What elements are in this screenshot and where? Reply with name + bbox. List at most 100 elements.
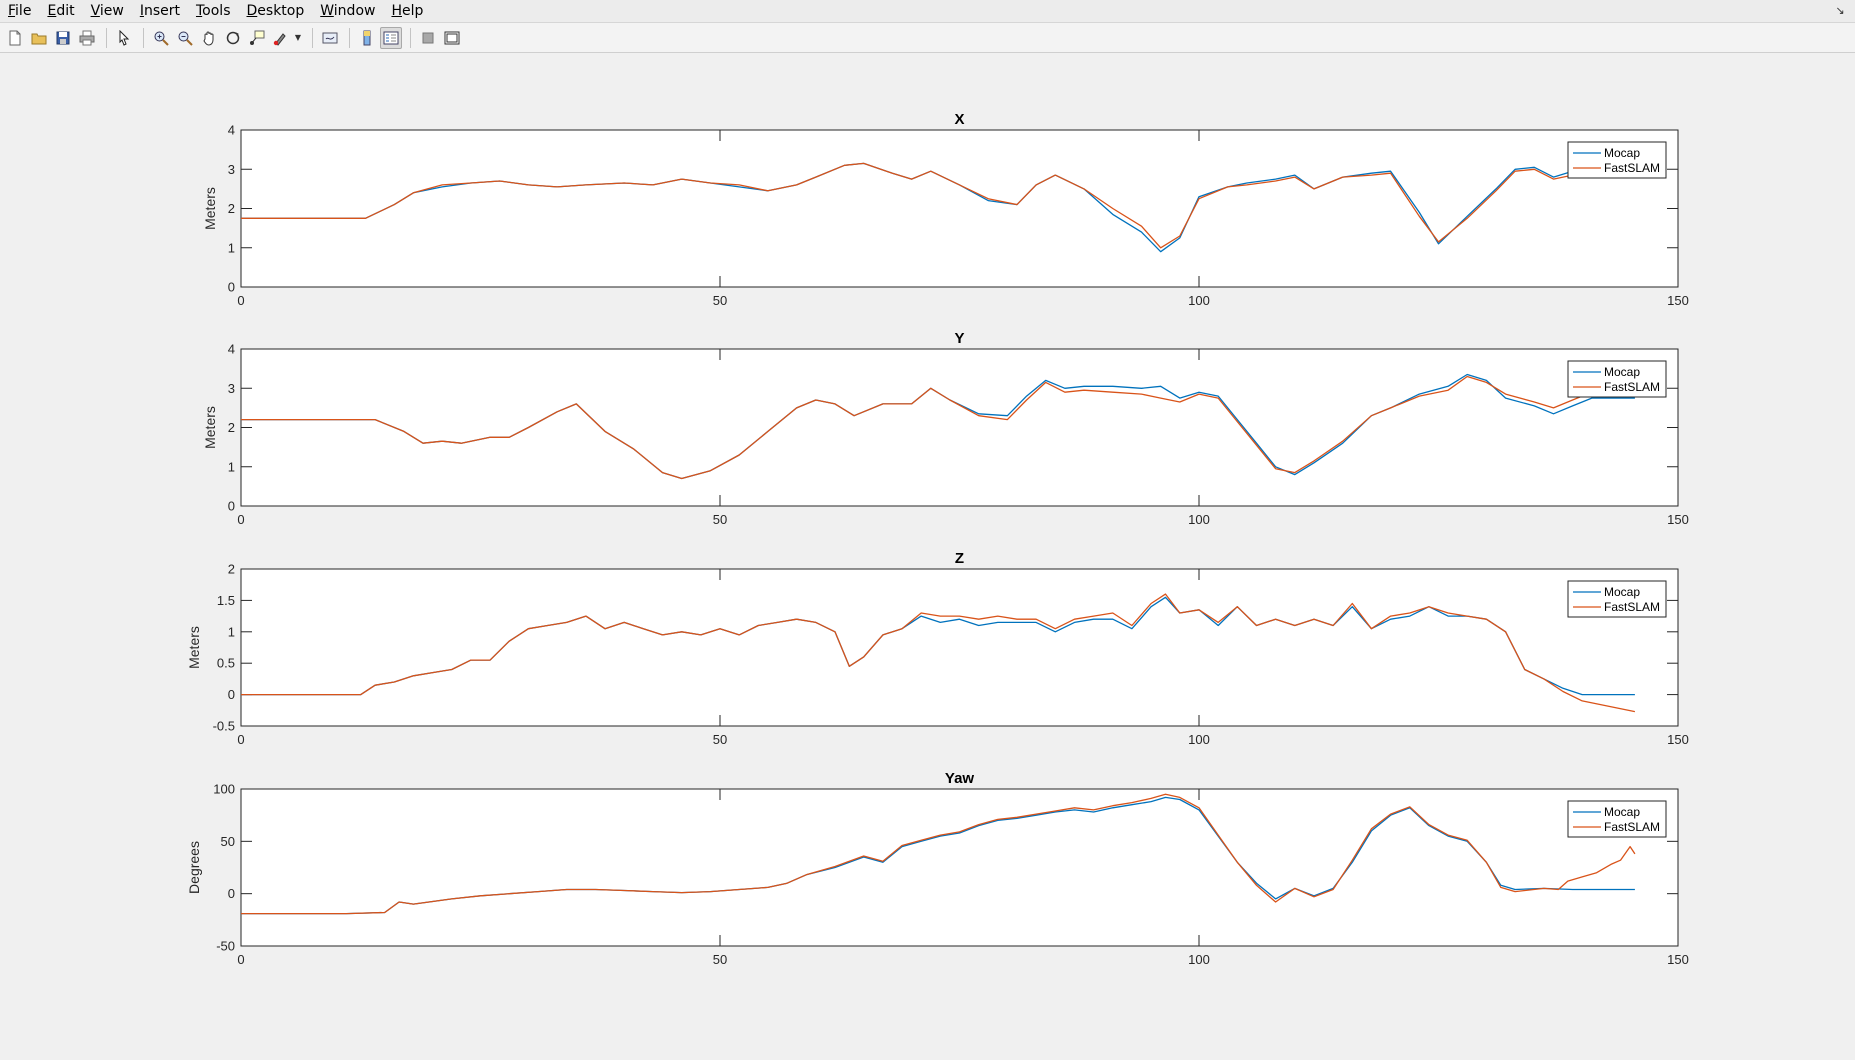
legend-box (1567, 800, 1667, 838)
legend-label-fastslam: FastSLAM (1604, 380, 1660, 394)
show-plot-tools-icon[interactable] (441, 27, 463, 49)
x-tick-label: 100 (1188, 512, 1210, 527)
y-tick-label: 4 (228, 342, 235, 357)
legend-label-mocap: Mocap (1604, 585, 1640, 599)
y-tick-label: 0 (228, 687, 235, 702)
y-axis-label: Meters (202, 406, 218, 449)
menu-insert[interactable]: Insert (139, 3, 180, 19)
y-axis-label: Meters (202, 187, 218, 230)
x-tick-label: 100 (1188, 293, 1210, 308)
menu-window[interactable]: Window (320, 3, 376, 19)
save-icon[interactable] (52, 27, 74, 49)
y-tick-label: -50 (216, 939, 235, 954)
menu-tools[interactable]: Tools (195, 3, 231, 19)
series-line-fastslam (241, 160, 1635, 249)
link-plot-icon[interactable] (319, 27, 341, 49)
print-icon[interactable] (76, 27, 98, 49)
data-cursor-icon[interactable] (246, 27, 268, 49)
x-tick-label: 150 (1667, 293, 1689, 308)
x-tick-label: 100 (1188, 732, 1210, 747)
new-figure-icon[interactable] (4, 27, 26, 49)
undock-icon[interactable]: ↘ (1835, 4, 1845, 17)
axes-box (240, 788, 1679, 947)
toolbar-separator (312, 27, 313, 48)
axes-title: X (954, 111, 964, 128)
figure-toolbar: ▼ (0, 23, 1855, 53)
menu-view[interactable]: View (90, 3, 124, 19)
legend-label-mocap: Mocap (1604, 146, 1640, 160)
menu-help[interactable]: Help (391, 3, 424, 19)
series-line-fastslam (241, 593, 1636, 713)
x-tick-label: 0 (237, 293, 244, 308)
menu-file[interactable]: File (8, 3, 32, 19)
menu-bar: File Edit View Insert Tools Desktop Wind… (0, 0, 1855, 23)
menu-edit[interactable]: Edit (47, 3, 75, 19)
y-tick-label: 0.5 (217, 656, 235, 671)
zoom-out-icon[interactable] (174, 27, 196, 49)
pointer-icon[interactable] (113, 27, 135, 49)
legend-label-fastslam: FastSLAM (1604, 161, 1660, 175)
open-file-icon[interactable] (28, 27, 50, 49)
y-tick-label: 4 (228, 123, 235, 138)
y-tick-label: -0.5 (213, 719, 235, 734)
y-tick-label: 3 (228, 162, 235, 177)
pan-icon[interactable] (198, 27, 220, 49)
legend-label-fastslam: FastSLAM (1604, 820, 1660, 834)
toolbar-separator (106, 27, 107, 48)
x-tick-label: 0 (237, 952, 244, 967)
x-tick-label: 150 (1667, 512, 1689, 527)
rotate-3d-icon[interactable] (222, 27, 244, 49)
legend-box (1567, 580, 1667, 618)
x-tick-label: 100 (1188, 952, 1210, 967)
y-axis-label: Meters (186, 626, 202, 669)
axes-title: Yaw (945, 770, 975, 787)
y-tick-label: 100 (213, 782, 235, 797)
legend-label-mocap: Mocap (1604, 805, 1640, 819)
legend-box (1567, 360, 1667, 398)
x-tick-label: 50 (713, 952, 727, 967)
brush-dropdown-icon[interactable]: ▼ (294, 33, 302, 42)
series-line-fastslam (241, 793, 1636, 915)
y-tick-label: 0 (228, 499, 235, 514)
y-tick-label: 2 (228, 201, 235, 216)
brush-icon[interactable] (270, 27, 292, 49)
x-tick-label: 150 (1667, 732, 1689, 747)
x-tick-label: 50 (713, 512, 727, 527)
y-tick-label: 2 (228, 420, 235, 435)
menu-desktop[interactable]: Desktop (246, 3, 305, 19)
zoom-in-icon[interactable] (150, 27, 172, 49)
legend-label-mocap: Mocap (1604, 365, 1640, 379)
x-tick-label: 0 (237, 732, 244, 747)
x-tick-label: 50 (713, 293, 727, 308)
y-tick-label: 1 (228, 459, 235, 474)
y-tick-label: 0 (228, 886, 235, 901)
y-tick-label: 0 (228, 280, 235, 295)
x-tick-label: 0 (237, 512, 244, 527)
legend-icon[interactable] (380, 26, 402, 49)
axes-box (240, 129, 1679, 288)
axes-title: Z (955, 550, 964, 567)
axes-box (240, 348, 1679, 507)
y-tick-label: 1 (228, 624, 235, 639)
axes-title: Y (954, 330, 964, 347)
colorbar-icon[interactable] (356, 27, 378, 49)
y-axis-label: Degrees (186, 841, 202, 894)
toolbar-separator (349, 27, 350, 48)
legend-label-fastslam: FastSLAM (1604, 600, 1660, 614)
y-tick-label: 3 (228, 381, 235, 396)
y-tick-label: 50 (221, 834, 235, 849)
hide-plot-tools-icon[interactable] (417, 27, 439, 49)
x-tick-label: 150 (1667, 952, 1689, 967)
legend-box (1567, 141, 1667, 179)
series-line-fastslam (241, 375, 1635, 480)
figure-canvas: X Meters 0 50 100 150 0 1 2 3 4 Mocap FastSLAM Y Meter… (0, 54, 1855, 1056)
